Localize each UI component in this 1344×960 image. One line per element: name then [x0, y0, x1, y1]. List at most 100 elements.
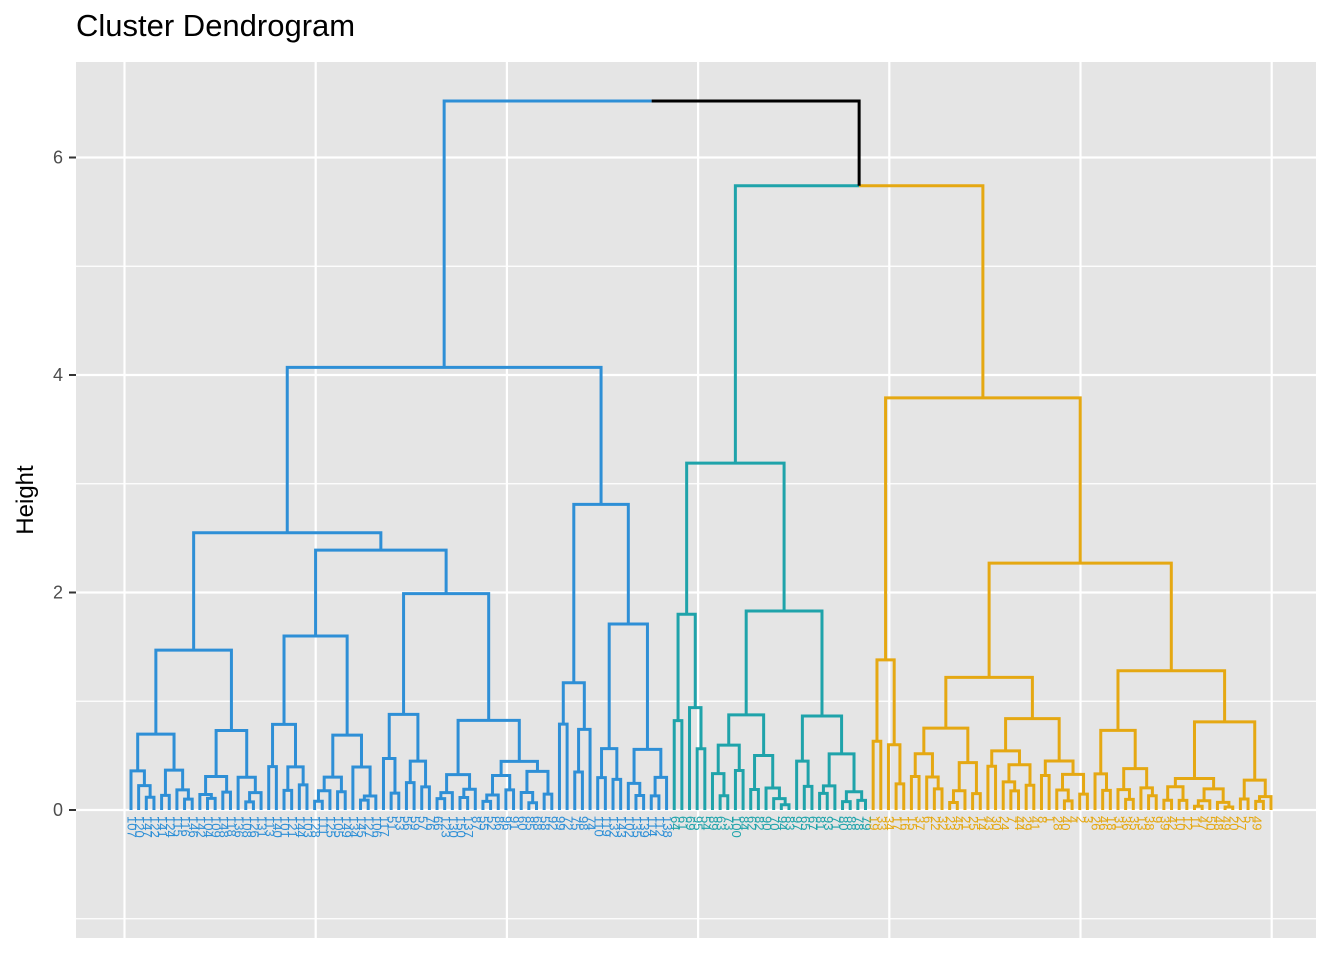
- dendrogram-link: [351, 765, 372, 810]
- leaf-label: 52: [484, 816, 499, 830]
- leaf-label: 9: [1150, 816, 1165, 823]
- leaf-label: 101: [278, 816, 293, 838]
- y-tick-label: 4: [53, 365, 63, 385]
- leaf-label: 114: [645, 816, 660, 837]
- leaf-label: 76: [423, 816, 438, 830]
- dendrogram-link: [192, 531, 383, 651]
- dendrogram-link: [1166, 785, 1185, 801]
- dendrogram-link: [951, 789, 967, 810]
- leaf-label: 40: [1058, 816, 1073, 830]
- leaf-label: 112: [652, 816, 667, 837]
- dendrogram-link: [1116, 788, 1131, 810]
- leaf-label: 33: [874, 816, 889, 830]
- leaf-label: 27: [1234, 816, 1249, 830]
- leaf-label: 117: [377, 816, 392, 837]
- leaf-label: 92: [545, 816, 560, 830]
- leaf-label: 81: [813, 816, 828, 830]
- leaf-label: 145: [354, 816, 369, 838]
- leaf-label: 89: [706, 816, 721, 830]
- leaf-label: 139: [637, 816, 652, 838]
- leaf-label: 66: [431, 816, 446, 830]
- dendrogram-link: [387, 712, 420, 762]
- dendrogram-link: [1078, 792, 1089, 810]
- leaf-label: 60: [515, 816, 530, 830]
- y-tick-label: 0: [53, 800, 63, 820]
- leaf-label: 141: [155, 816, 170, 838]
- leaf-label: 68: [530, 816, 545, 830]
- dendrogram-link: [316, 789, 332, 810]
- leaf-label: 6: [920, 816, 935, 823]
- dendrogram-link: [1147, 794, 1158, 810]
- dendrogram-tree: [129, 99, 1273, 810]
- dendrogram-link: [649, 794, 661, 810]
- dendrogram-link: [1124, 797, 1135, 810]
- leaf-label: 82: [752, 816, 767, 830]
- leaf-label: 100: [729, 816, 744, 838]
- leaf-label: 106: [369, 816, 384, 838]
- dendrogram-link: [733, 184, 860, 464]
- dendrogram-link: [154, 648, 233, 735]
- leaf-label: 63: [714, 816, 729, 830]
- leaf-label: 83: [783, 816, 798, 830]
- leaf-label: 143: [614, 816, 629, 838]
- leaf-label: 10: [1173, 816, 1188, 830]
- leaf-label: 67: [806, 816, 821, 830]
- dendrogram-link: [653, 775, 669, 810]
- leaf-label: 118: [224, 816, 239, 837]
- leaf-label: 126: [247, 816, 262, 838]
- leaf-label: 38: [1142, 816, 1157, 830]
- leaf-label: 90: [760, 816, 775, 830]
- leaf-label: 37: [913, 816, 928, 830]
- leaf-label: 31: [1112, 816, 1127, 830]
- leaf-label: 135: [630, 816, 645, 838]
- dendrogram-link: [987, 561, 1173, 678]
- grid-minor: [76, 265, 1316, 920]
- dendrogram-link: [271, 722, 297, 767]
- dendrogram-link: [129, 769, 146, 810]
- dendrogram-link: [322, 775, 343, 792]
- leaf-label: 111: [316, 816, 331, 836]
- dendrogram-link: [408, 759, 428, 787]
- dendrogram-link: [204, 774, 229, 795]
- leaf-label: 142: [193, 816, 208, 838]
- leaf-label: 17: [890, 816, 905, 830]
- dendrogram-link: [626, 781, 642, 810]
- leaf-label: 30: [989, 816, 1004, 830]
- leaf-label: 91: [507, 816, 522, 830]
- leaf-label: 56: [400, 816, 415, 830]
- leaf-label: 8: [1035, 816, 1050, 823]
- dendrogram-link: [285, 365, 603, 533]
- y-tick-label: 2: [53, 583, 63, 603]
- leaf-label: 21: [959, 816, 974, 830]
- dendrogram-link: [402, 592, 491, 721]
- leaf-label: 24: [997, 816, 1012, 830]
- dendrogram-link: [248, 791, 263, 810]
- dendrogram-link: [1122, 767, 1149, 790]
- leaf-label: 51: [385, 816, 400, 830]
- leaf-label: 115: [170, 816, 185, 837]
- leaf-label: 79: [859, 816, 874, 830]
- leaf-label: 47: [1196, 816, 1211, 830]
- leaf-label: 97: [790, 816, 805, 830]
- leaf-label: 94: [775, 816, 790, 830]
- leaf-label: 7: [1004, 816, 1019, 823]
- dendrogram-link: [491, 774, 512, 795]
- leaf-label: 28: [1050, 816, 1065, 830]
- leaf-label: 131: [255, 816, 270, 838]
- leaf-label: 105: [331, 816, 346, 838]
- leaf-label: 103: [301, 816, 316, 838]
- leaf-label: 147: [140, 816, 155, 838]
- dendrogram-link: [821, 784, 837, 810]
- dendrogram-link: [573, 770, 584, 810]
- leaf-label: 86: [492, 816, 507, 830]
- leaf-label: 75: [568, 816, 583, 830]
- leaf-label: 113: [262, 816, 277, 837]
- leaf-label: 12: [1180, 816, 1195, 830]
- leaf-label: 78: [851, 816, 866, 830]
- leaf-label: 134: [346, 816, 361, 838]
- leaf-label: 50: [1203, 816, 1218, 830]
- leaf-label: 148: [216, 816, 231, 838]
- leaf-label: 49: [1249, 816, 1264, 830]
- chart-title: Cluster Dendrogram: [76, 8, 356, 43]
- leaf-label: 29: [1020, 816, 1035, 830]
